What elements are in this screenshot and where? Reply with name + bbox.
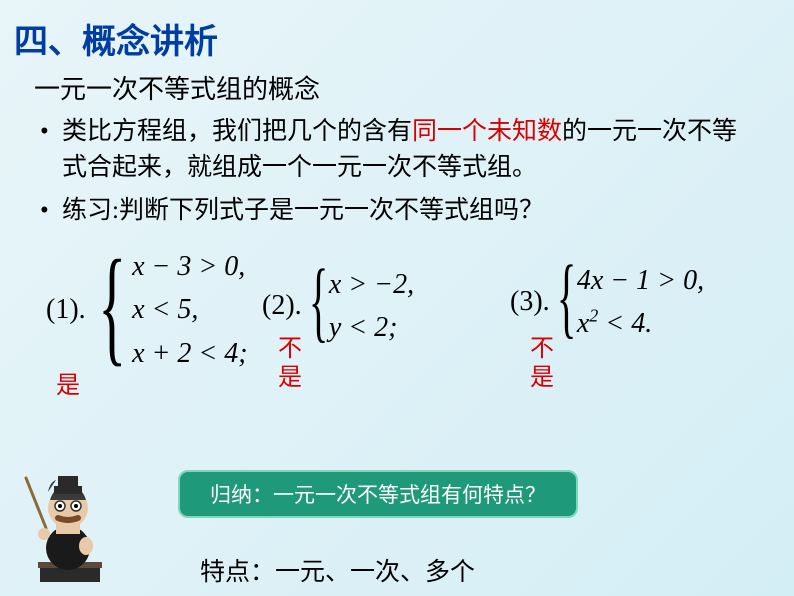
p3-rest: < 4.	[598, 308, 652, 339]
problem-3-line-1: 4x − 1 > 0,	[577, 259, 704, 302]
feature-line: 特点：一元、一次、多个	[200, 552, 475, 588]
problem-1-label: (1).	[46, 294, 86, 326]
problem-1-line-1: x − 3 > 0,	[132, 245, 248, 288]
problem-3-label: (3).	[510, 286, 550, 318]
section-title: 四、概念讲析	[0, 0, 794, 63]
answer-3: 不是	[530, 335, 558, 393]
problem-2-line-2: y < 2;	[329, 306, 414, 349]
problem-2-line-1: x > −2,	[329, 263, 414, 306]
answer-2: 不是	[278, 335, 306, 393]
bullet-list: 类比方程组，我们把几个的含有同一个未知数的一元一次不等式合起来，就组成一个一元一…	[0, 106, 794, 229]
problem-1: (1). { x − 3 > 0, x < 5, x + 2 < 4;	[46, 245, 248, 375]
problem-1-line-2: x < 5,	[132, 288, 248, 331]
bullet-1: 类比方程组，我们把几个的含有同一个未知数的一元一次不等式合起来，就组成一个一元一…	[62, 114, 754, 187]
bullet1-red: 同一个未知数	[412, 118, 562, 145]
answer-1: 是	[56, 365, 80, 400]
bullet-2: 练习:判断下列式子是一元一次不等式组吗？	[62, 193, 754, 229]
teacher-character-icon	[8, 468, 128, 588]
p3-x: x	[577, 308, 589, 339]
p3-sup: 2	[589, 306, 598, 326]
problem-3: (3). { 4x − 1 > 0, x2 < 4.	[510, 259, 704, 346]
problem-2-label: (2).	[262, 290, 302, 322]
problem-1-line-3: x + 2 < 4;	[132, 332, 248, 375]
subtitle: 一元一次不等式组的概念	[0, 63, 794, 106]
problem-3-line-2: x2 < 4.	[577, 302, 704, 345]
problems-area: (1). { x − 3 > 0, x < 5, x + 2 < 4; 是 (2…	[0, 235, 794, 405]
summary-box: 归纳：一元一次不等式组有何特点？	[178, 470, 578, 518]
bullet1-part-a: 类比方程组，我们把几个的含有	[62, 118, 412, 145]
